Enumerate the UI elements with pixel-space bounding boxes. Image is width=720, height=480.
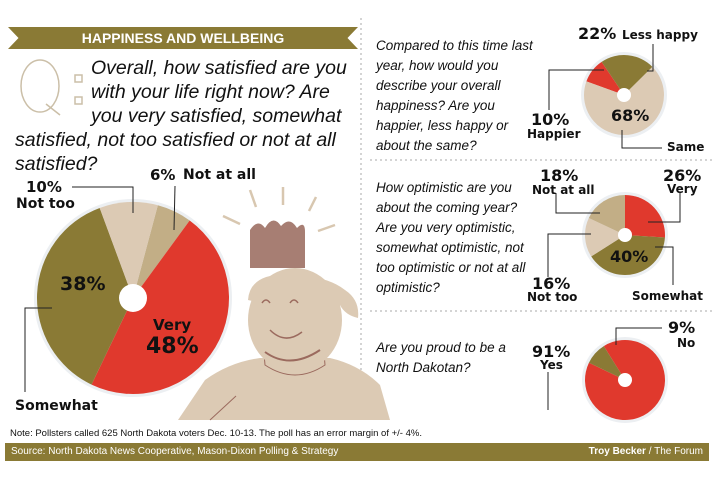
credit-org: / The Forum bbox=[645, 446, 703, 457]
slice-value: 18% bbox=[540, 166, 579, 185]
slice-label: Not too bbox=[16, 196, 75, 212]
section-banner: HAPPINESS AND WELLBEING bbox=[8, 27, 358, 49]
pie-slice-no bbox=[588, 346, 625, 380]
pie-slice-not-at-all bbox=[588, 195, 625, 235]
q-letter-icon bbox=[20, 59, 83, 116]
credit-name: Troy Becker bbox=[588, 446, 646, 457]
slice-label: Less happy bbox=[622, 28, 698, 42]
pie-slice-somewhat bbox=[591, 235, 665, 276]
pie-slice-not-too bbox=[585, 217, 625, 257]
slice-label: Somewhat bbox=[15, 398, 98, 414]
slice-label: Not at all bbox=[532, 183, 595, 197]
pie-slice-somewhat bbox=[36, 207, 134, 385]
slice-label: Same bbox=[667, 140, 705, 154]
slice-value: 22% bbox=[578, 24, 617, 43]
pie-slice-very bbox=[625, 195, 665, 238]
credit: Troy Becker / The Forum bbox=[589, 443, 703, 461]
question-happiness: Compared to this time last year, how wou… bbox=[376, 38, 533, 153]
question-line: satisfied? bbox=[15, 153, 98, 175]
pie-slice-very bbox=[91, 220, 230, 395]
leader-lines bbox=[24, 44, 681, 410]
question-line: with your life right now? Are bbox=[91, 81, 330, 103]
pie-center-hole bbox=[119, 284, 147, 312]
pie-chart-2 bbox=[581, 52, 667, 138]
footnote: Note: Pollsters called 625 North Dakota … bbox=[10, 428, 422, 439]
source-text: Source: North Dakota News Cooperative, M… bbox=[11, 446, 339, 457]
pie-slice-less-happy bbox=[601, 55, 653, 95]
dividers bbox=[360, 18, 712, 412]
slice-value: 10% bbox=[26, 178, 62, 196]
pie-slice-not-too bbox=[99, 202, 158, 298]
pie-chart-4 bbox=[582, 337, 668, 423]
slice-value: 40% bbox=[610, 247, 649, 266]
source-bar: Source: North Dakota News Cooperative, M… bbox=[5, 443, 709, 461]
question-pride: Are you proud to be a North Dakotan? bbox=[376, 340, 506, 375]
sparkle-lines bbox=[222, 187, 336, 233]
slice-value: 16% bbox=[532, 274, 571, 293]
question-line: you very satisfied, somewhat bbox=[91, 105, 342, 127]
pie-center-hole bbox=[618, 373, 632, 387]
crown-icon bbox=[250, 220, 305, 268]
question-line: satisfied, not too satisfied or not at a… bbox=[15, 129, 336, 151]
slice-label: Not too bbox=[527, 290, 578, 304]
slice-label: Very bbox=[153, 316, 192, 334]
happy-person-illustration bbox=[178, 187, 390, 421]
slice-label: Somewhat bbox=[632, 289, 703, 303]
slice-label: No bbox=[677, 336, 696, 350]
pie-center-hole bbox=[618, 228, 632, 242]
slice-value: 91% bbox=[532, 342, 571, 361]
question-optimism: How optimistic are you about the coming … bbox=[376, 180, 526, 295]
slice-value: 9% bbox=[668, 318, 696, 337]
question-line: Overall, how satisfied are you bbox=[91, 57, 347, 79]
slice-label: Very bbox=[667, 182, 698, 196]
slice-label: Happier bbox=[527, 127, 581, 141]
slice-label: Yes bbox=[540, 358, 563, 372]
pie-chart-1 bbox=[34, 199, 232, 397]
slice-value: 10% bbox=[531, 110, 570, 129]
slice-value: 68% bbox=[611, 106, 650, 125]
slice-label: Not at all bbox=[183, 167, 256, 183]
pie-slice-not-at-all bbox=[133, 205, 190, 298]
slice-value: 38% bbox=[60, 273, 106, 295]
pie-center-hole bbox=[617, 88, 631, 102]
slice-value: 6% bbox=[150, 166, 176, 184]
slice-value: 48% bbox=[146, 334, 199, 359]
slice-value: 26% bbox=[663, 166, 702, 185]
pie-chart-3 bbox=[582, 192, 668, 278]
